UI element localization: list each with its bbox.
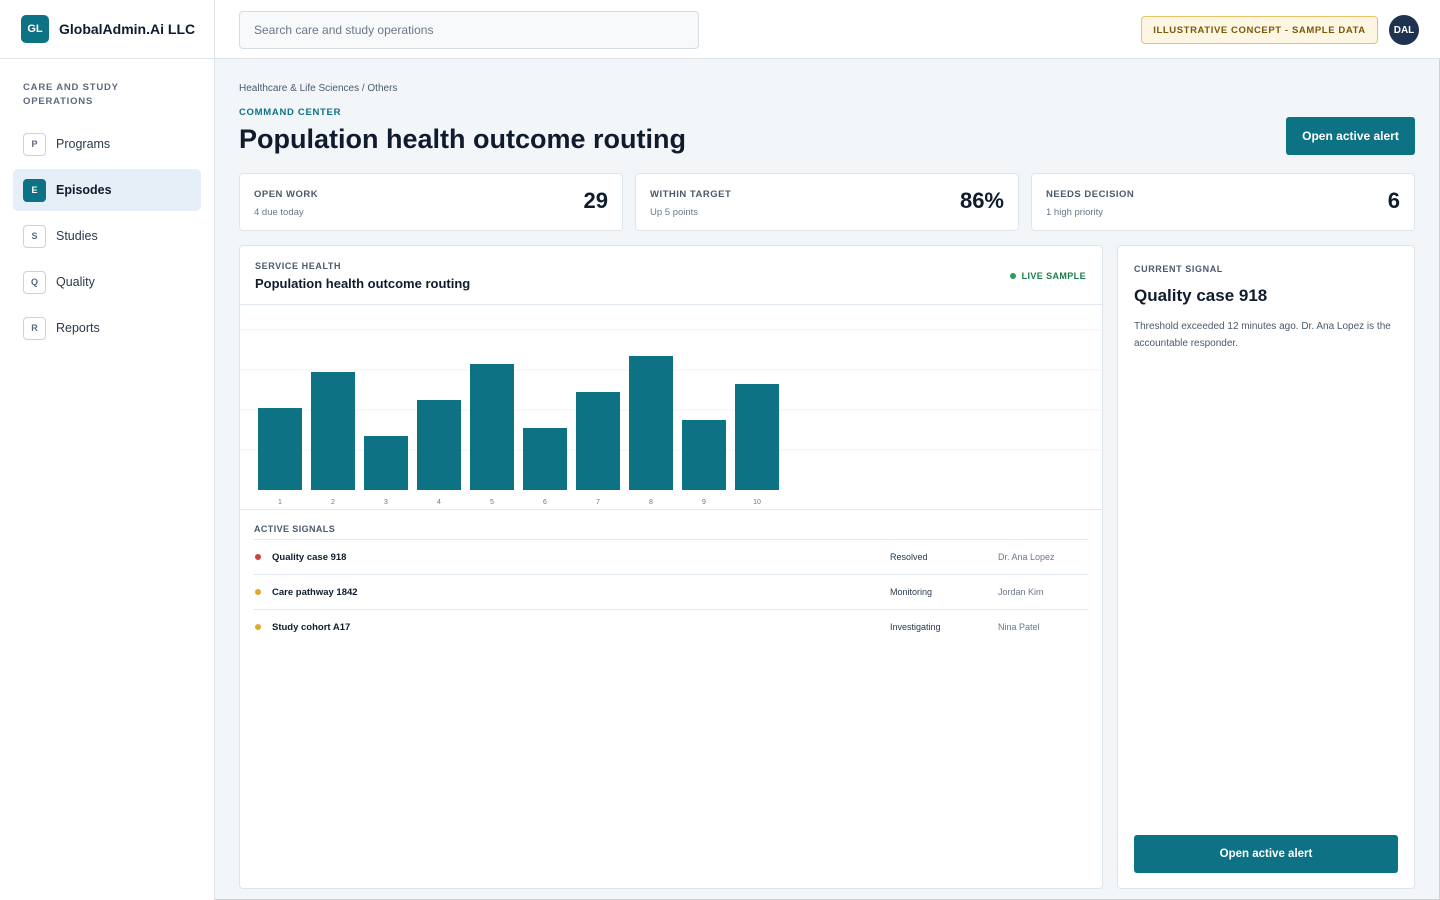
signal-owner: Nina Patel <box>998 622 1040 632</box>
bar-4[interactable] <box>417 400 461 490</box>
service-health-panel: SERVICE HEALTH Population health outcome… <box>239 245 1103 889</box>
signal-status: Investigating <box>890 622 941 632</box>
signals-label: ACTIVE SIGNALS <box>254 524 336 534</box>
x-tick-label: 4 <box>437 499 441 506</box>
bar-7[interactable] <box>576 392 620 490</box>
sidebar-item-episodes[interactable]: E Episodes <box>13 169 201 211</box>
bar-1[interactable] <box>258 408 302 490</box>
signal-status: Resolved <box>890 552 928 562</box>
signal-row[interactable]: Study cohort A17 Investigating Nina Pate… <box>254 609 1088 644</box>
sidebar-item-reports[interactable]: R Reports <box>13 307 201 349</box>
kpi-value: 6 <box>1387 188 1400 213</box>
x-tick-label: 10 <box>753 499 761 506</box>
sidebar-item-label: Reports <box>56 321 100 335</box>
kpi-value: 29 <box>583 188 608 213</box>
bar-3[interactable] <box>364 436 408 490</box>
topbar: ILLUSTRATIVE CONCEPT - SAMPLE DATA DAL <box>215 0 1440 59</box>
x-tick-label: 1 <box>278 499 282 506</box>
sidebar-item-label: Programs <box>56 137 111 151</box>
breadcrumb[interactable]: Healthcare & Life Sciences / Others <box>239 83 398 94</box>
kpi-label: WITHIN TARGET <box>650 189 732 200</box>
bar-2[interactable] <box>311 372 355 490</box>
signal-name: Quality case 918 <box>272 551 347 563</box>
studies-letter-icon: S <box>23 224 46 248</box>
bar-9[interactable] <box>682 420 726 490</box>
page-title: Population health outcome routing <box>239 124 686 154</box>
signal-owner: Jordan Kim <box>998 587 1044 597</box>
sidebar-item-label: Studies <box>56 229 98 243</box>
programs-letter-icon: P <box>23 132 46 156</box>
severity-dot-icon <box>255 589 261 595</box>
live-sample-label: LIVE SAMPLE <box>1021 271 1086 281</box>
bar-chart-svg: 1 2 3 4 5 6 7 8 9 10 <box>240 329 1102 506</box>
episodes-letter-icon: E <box>23 178 46 202</box>
current-signal-card: CURRENT SIGNAL Quality case 918 Threshol… <box>1117 245 1415 889</box>
severity-dot-icon <box>255 624 261 630</box>
signal-name: Care pathway 1842 <box>272 586 358 598</box>
bar-6[interactable] <box>523 428 567 490</box>
live-sample-indicator: LIVE SAMPLE <box>1009 271 1086 281</box>
kpi-sub: 1 high priority <box>1046 207 1104 218</box>
kpi-open-work: OPEN WORK 4 due today 29 <box>239 173 623 231</box>
signal-name: Study cohort A17 <box>272 621 351 633</box>
bar-10[interactable] <box>735 384 779 490</box>
signal-status: Monitoring <box>890 587 933 597</box>
kpi-sub: 4 due today <box>254 207 304 218</box>
current-signal-description: Threshold exceeded 12 minutes ago. Dr. A… <box>1134 321 1391 349</box>
sidebar: GL GlobalAdmin.Ai LLC CARE AND STUDY OPE… <box>0 0 215 900</box>
kpi-value: 86% <box>959 188 1004 213</box>
x-tick-label: 6 <box>543 499 547 506</box>
sidebar-item-label: Quality <box>56 275 95 289</box>
kpi-label: NEEDS DECISION <box>1046 189 1135 200</box>
open-active-alert-button[interactable]: Open active alert <box>1286 117 1415 155</box>
sidebar-item-label: Episodes <box>56 183 112 197</box>
signal-row[interactable]: Care pathway 1842 Monitoring Jordan Kim <box>254 574 1088 609</box>
open-active-alert-button-secondary[interactable]: Open active alert <box>1134 835 1398 873</box>
panel-divider <box>240 509 1102 510</box>
x-tick-label: 2 <box>331 499 335 506</box>
kpi-within-target: WITHIN TARGET Up 5 points 86% <box>635 173 1019 231</box>
kpi-label: OPEN WORK <box>254 189 319 200</box>
sidebar-nav: P Programs E Episodes S Studies Q Qualit… <box>0 123 214 349</box>
avatar[interactable]: DAL <box>1389 15 1419 45</box>
sidebar-item-programs[interactable]: P Programs <box>13 123 201 165</box>
sidebar-section-title: CARE AND STUDY OPERATIONS <box>23 82 119 107</box>
search-input[interactable] <box>239 11 699 49</box>
x-tick-label: 7 <box>596 499 600 506</box>
signal-owner: Dr. Ana Lopez <box>998 552 1055 562</box>
bar-chart: 1 2 3 4 5 6 7 8 9 10 <box>240 306 1102 510</box>
panel-divider <box>240 304 1102 305</box>
bar-5[interactable] <box>470 364 514 490</box>
x-tick-label: 5 <box>490 499 494 506</box>
brand-logo: GL <box>21 15 49 43</box>
reports-letter-icon: R <box>23 316 46 340</box>
sidebar-item-quality[interactable]: Q Quality <box>13 261 201 303</box>
brand[interactable]: GL GlobalAdmin.Ai LLC <box>0 0 214 59</box>
bar-8[interactable] <box>629 356 673 490</box>
side-eyebrow: CURRENT SIGNAL <box>1134 264 1223 274</box>
x-tick-label: 3 <box>384 499 388 506</box>
x-tick-label: 8 <box>649 499 653 506</box>
panel-eyebrow: SERVICE HEALTH <box>255 261 342 271</box>
kpi-needs-decision: NEEDS DECISION 1 high priority 6 <box>1031 173 1415 231</box>
severity-dot-icon <box>255 554 261 560</box>
live-dot-icon <box>1009 273 1016 279</box>
kpi-sub: Up 5 points <box>650 207 699 218</box>
page-eyebrow: COMMAND CENTER <box>239 107 342 118</box>
panel-title: Population health outcome routing <box>255 276 471 291</box>
brand-name: GlobalAdmin.Ai LLC <box>59 21 196 37</box>
x-tick-label: 9 <box>702 499 706 506</box>
sidebar-item-studies[interactable]: S Studies <box>13 215 201 257</box>
signal-row[interactable]: Quality case 918 Resolved Dr. Ana Lopez <box>254 539 1088 574</box>
sample-data-badge: ILLUSTRATIVE CONCEPT - SAMPLE DATA <box>1141 16 1378 44</box>
current-signal-title: Quality case 918 <box>1134 286 1268 305</box>
quality-letter-icon: Q <box>23 270 46 294</box>
